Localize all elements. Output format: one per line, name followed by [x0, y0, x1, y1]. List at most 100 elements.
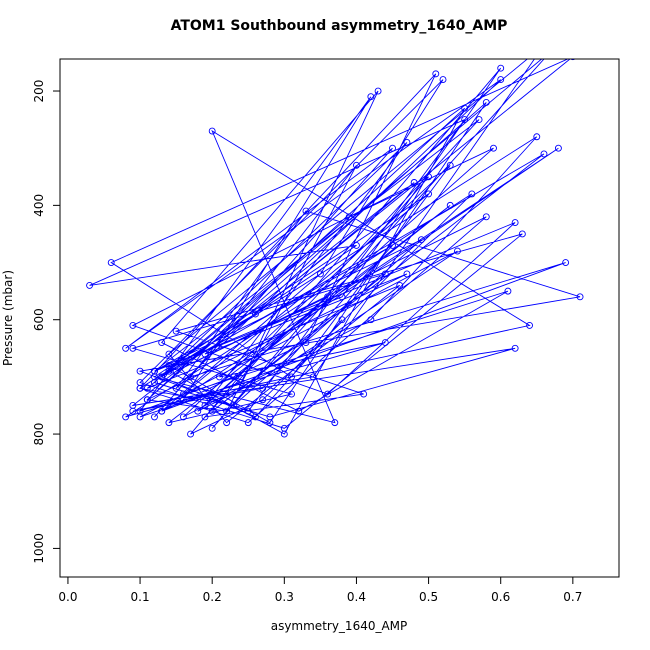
data-point	[273, 367, 281, 375]
data-point	[511, 219, 519, 226]
data-point	[302, 339, 310, 347]
data-point	[389, 241, 396, 249]
data-point	[475, 116, 483, 124]
data-point	[439, 76, 447, 84]
data-point	[122, 344, 130, 352]
data-point	[504, 287, 512, 295]
data-point	[252, 310, 259, 318]
data-point	[446, 201, 454, 209]
data-point	[345, 213, 353, 221]
data-point	[208, 127, 216, 135]
data-point	[158, 373, 166, 381]
data-point	[288, 390, 295, 398]
chart-title: ATOM1 Southbound asymmetry_1640_AMP	[171, 18, 508, 34]
data-point	[201, 413, 209, 421]
data-point	[316, 270, 324, 278]
data-point	[244, 407, 252, 415]
data-point	[331, 419, 339, 427]
data-point	[143, 396, 151, 404]
data-point	[425, 190, 433, 198]
data-point	[172, 367, 180, 375]
data-point	[511, 344, 519, 352]
data-line	[89, 59, 581, 435]
data-point	[367, 316, 375, 324]
data-point	[410, 179, 418, 186]
data-point	[446, 161, 454, 169]
data-point	[482, 213, 490, 221]
y-tick-label: 800	[32, 423, 46, 446]
data-point	[165, 367, 173, 375]
data-point	[309, 373, 317, 381]
data-point	[295, 407, 303, 415]
y-axis-label: Pressure (mbar)	[1, 270, 15, 366]
data-point	[179, 413, 187, 421]
data-point	[179, 396, 187, 404]
data-point	[389, 144, 396, 152]
data-point	[86, 281, 94, 289]
data-point	[158, 339, 166, 347]
plot-area	[86, 42, 584, 438]
data-point	[432, 70, 440, 78]
data-point	[237, 379, 245, 387]
data-point	[288, 373, 295, 381]
data-point	[252, 413, 259, 421]
data-point	[280, 430, 288, 438]
data-point	[143, 384, 151, 392]
data-point	[526, 321, 534, 329]
data-point	[201, 350, 209, 358]
data-point	[208, 407, 216, 415]
data-point	[353, 161, 360, 169]
data-point	[425, 173, 433, 181]
x-tick-label: 0.7	[563, 590, 582, 604]
data-point	[302, 207, 310, 215]
data-point	[230, 373, 238, 381]
data-point	[353, 241, 360, 249]
data-point	[129, 407, 137, 415]
data-point	[172, 327, 180, 335]
x-axis-label: asymmetry_1640_AMP	[271, 619, 408, 633]
x-tick-label: 0.1	[131, 590, 150, 604]
data-point	[107, 259, 115, 266]
data-point	[367, 93, 375, 101]
data-point	[244, 419, 252, 427]
data-point	[172, 384, 180, 392]
data-point	[497, 76, 505, 84]
data-point	[576, 293, 584, 301]
data-point	[338, 293, 346, 301]
data-point	[165, 350, 173, 358]
data-point	[548, 48, 554, 54]
data-point	[259, 396, 267, 404]
data-point	[194, 407, 202, 415]
data-point	[461, 104, 469, 112]
x-tick-label: 0.3	[275, 590, 294, 604]
y-tick-label: 400	[32, 194, 46, 217]
data-point	[129, 344, 137, 352]
data-point	[518, 230, 526, 238]
data-point	[381, 339, 389, 347]
data-point	[266, 413, 274, 421]
data-point	[122, 413, 130, 421]
x-tick-label: 0.4	[347, 590, 366, 604]
data-point	[158, 407, 166, 415]
y-tick-label: 1000	[32, 533, 46, 564]
data-point	[223, 419, 231, 427]
data-point	[403, 270, 411, 278]
data-point	[208, 424, 216, 432]
data-point	[562, 259, 570, 266]
data-point	[417, 236, 425, 244]
y-tick-label: 200	[32, 80, 46, 103]
data-point	[482, 99, 490, 106]
data-point	[136, 384, 144, 392]
data-point	[129, 321, 137, 329]
data-point	[570, 59, 576, 61]
data-point	[541, 42, 547, 48]
data-point	[136, 367, 144, 375]
data-point	[259, 384, 267, 392]
data-point	[187, 373, 195, 381]
x-tick-label: 0.5	[419, 590, 438, 604]
data-point	[453, 247, 461, 255]
data-point	[497, 64, 505, 72]
data-point	[151, 413, 158, 421]
data-point	[533, 133, 541, 141]
